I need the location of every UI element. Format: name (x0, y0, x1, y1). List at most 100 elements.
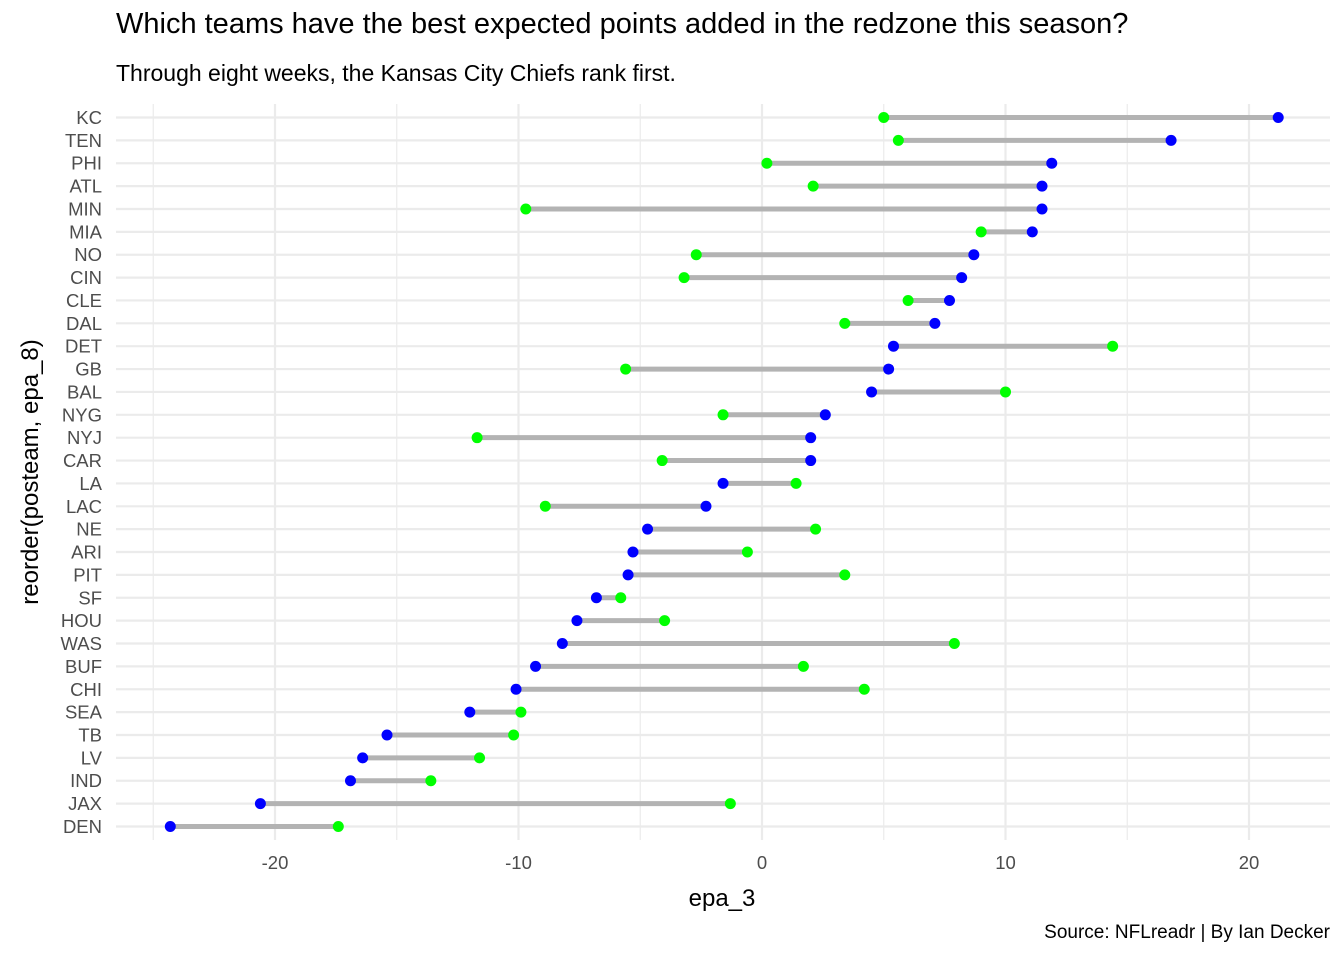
point-epa3-jax (724, 798, 736, 810)
y-tick-label-cin: CIN (70, 267, 102, 288)
y-tick-label-was: WAS (61, 633, 102, 654)
y-tick-label-jax: JAX (68, 793, 102, 814)
point-epa8-atl (1036, 180, 1048, 192)
point-epa8-sf (590, 592, 602, 604)
y-tick-label-det: DET (65, 336, 102, 357)
point-epa3-den (332, 820, 344, 832)
point-epa8-den (164, 820, 176, 832)
point-epa3-la (790, 477, 802, 489)
point-epa8-nyg (819, 409, 831, 421)
point-epa8-ind (344, 775, 356, 787)
y-tick-label-tb: TB (78, 724, 102, 745)
y-tick-label-sea: SEA (65, 702, 103, 723)
point-epa8-sea (464, 706, 476, 718)
point-epa3-nyg (717, 409, 729, 421)
point-epa3-bal (1000, 386, 1011, 398)
point-epa8-nyj (805, 432, 817, 444)
chart-subtitle: Through eight weeks, the Kansas City Chi… (116, 60, 676, 86)
point-epa8-lac (700, 500, 712, 512)
point-epa8-lv (357, 752, 369, 764)
y-tick-label-lac: LAC (66, 496, 102, 517)
point-epa8-ari (627, 546, 639, 558)
x-tick-label: 20 (1239, 852, 1260, 873)
y-tick-label-hou: HOU (61, 610, 102, 631)
y-tick-label-min: MIN (68, 198, 102, 219)
y-tick-label-cle: CLE (66, 290, 102, 311)
point-epa3-dal (839, 317, 851, 329)
point-epa3-sea (515, 706, 527, 718)
y-tick-label-lv: LV (81, 747, 103, 768)
point-epa3-sf (615, 592, 627, 604)
point-epa8-ten (1165, 134, 1177, 146)
point-epa8-tb (381, 729, 393, 741)
x-axis-title: epa_3 (689, 885, 756, 912)
y-tick-labels: KCTENPHIATLMINMIANOCINCLEDALDETGBBALNYGN… (61, 107, 103, 837)
x-tick-label: -20 (262, 852, 289, 873)
point-epa8-phi (1046, 157, 1058, 169)
y-tick-label-buf: BUF (65, 656, 102, 677)
point-epa3-nyj (471, 432, 483, 444)
chart-caption: Source: NFLreadr | By Ian Decker (1044, 922, 1330, 943)
point-epa3-phi (761, 157, 773, 169)
point-epa8-la (717, 477, 729, 489)
point-epa3-ind (425, 775, 437, 787)
y-tick-label-kc: KC (76, 107, 102, 128)
point-epa3-buf (797, 660, 809, 672)
point-epa8-dal (929, 317, 941, 329)
y-tick-label-bal: BAL (67, 381, 102, 402)
point-epa3-lac (539, 500, 551, 512)
y-tick-label-car: CAR (63, 450, 102, 471)
point-epa8-ne (642, 523, 654, 535)
point-epa3-car (656, 455, 668, 467)
y-tick-label-pit: PIT (73, 564, 102, 585)
chart-title: Which teams have the best expected point… (116, 8, 1129, 40)
point-layer (164, 112, 1284, 832)
point-epa3-ne (810, 523, 822, 535)
point-epa3-cin (678, 272, 690, 284)
point-epa8-chi (510, 683, 522, 695)
y-tick-label-nyg: NYG (62, 404, 102, 425)
point-epa3-hou (659, 615, 671, 627)
y-tick-label-dal: DAL (66, 313, 102, 334)
point-epa8-gb (883, 363, 895, 375)
point-epa3-was (948, 638, 960, 650)
y-tick-label-mia: MIA (69, 221, 103, 242)
y-tick-label-la: LA (79, 473, 102, 494)
y-tick-label-ari: ARI (71, 542, 102, 563)
point-epa8-mia (1026, 226, 1038, 238)
point-epa8-kc (1272, 112, 1284, 123)
point-epa8-min (1036, 203, 1048, 215)
y-tick-label-ne: NE (76, 519, 102, 540)
point-epa3-chi (858, 683, 870, 695)
point-epa8-cle (943, 294, 955, 306)
point-epa8-jax (254, 798, 266, 810)
y-tick-label-no: NO (74, 244, 102, 265)
point-epa8-was (556, 638, 568, 650)
point-epa3-pit (839, 569, 851, 581)
y-axis-title: reorder(posteam, epa_8) (17, 339, 44, 604)
point-epa8-hou (571, 615, 583, 627)
x-tick-label: -10 (505, 852, 532, 873)
y-tick-label-gb: GB (75, 359, 102, 380)
y-tick-label-chi: CHI (70, 679, 102, 700)
point-epa3-kc (878, 112, 890, 123)
x-tick-label: 0 (757, 852, 767, 873)
y-tick-label-sf: SF (78, 587, 102, 608)
point-epa3-gb (620, 363, 632, 375)
point-epa3-ari (741, 546, 753, 558)
point-epa8-cin (956, 272, 968, 284)
point-epa3-tb (508, 729, 520, 741)
point-epa3-mia (975, 226, 987, 238)
y-tick-label-den: DEN (63, 816, 102, 837)
x-tick-label: 10 (995, 852, 1016, 873)
y-tick-label-ten: TEN (65, 130, 102, 151)
point-epa3-cle (902, 294, 914, 306)
point-epa3-det (1107, 340, 1119, 352)
point-epa3-lv (474, 752, 486, 764)
y-tick-label-ind: IND (70, 770, 102, 791)
point-epa8-buf (530, 660, 542, 672)
point-epa8-bal (866, 386, 878, 398)
point-epa3-atl (807, 180, 819, 192)
point-epa3-ten (892, 134, 904, 146)
